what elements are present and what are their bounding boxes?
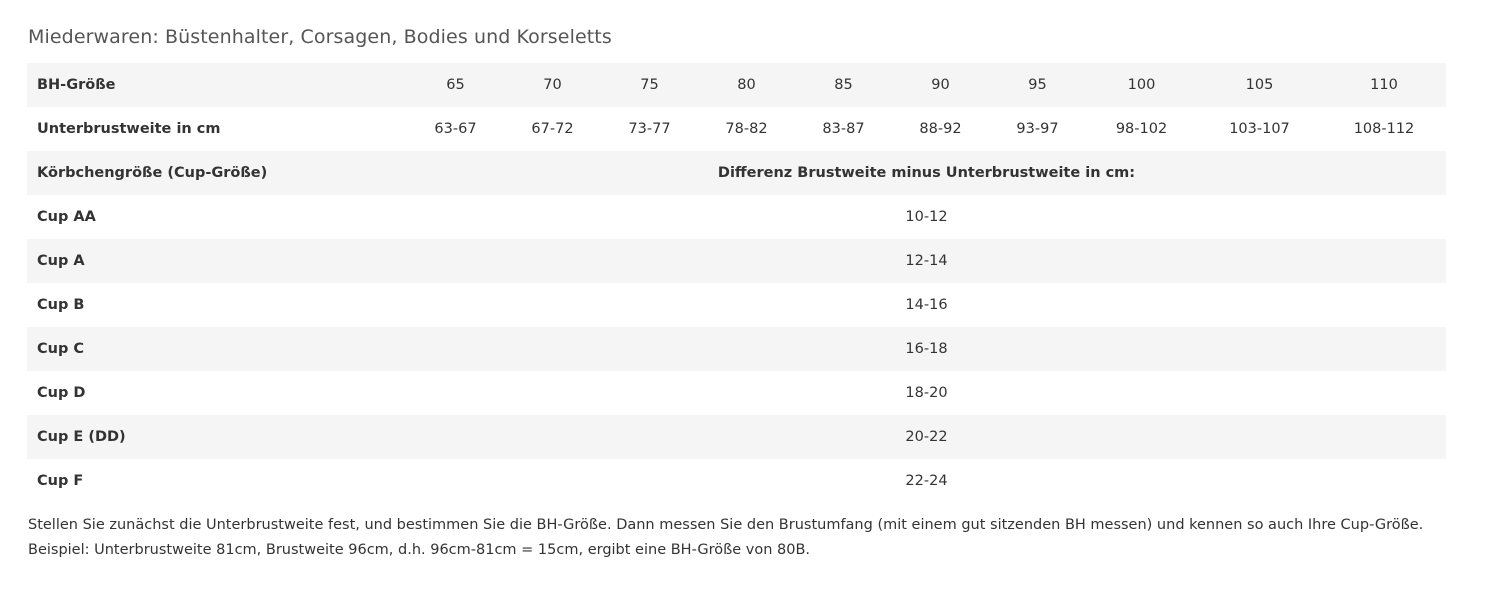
table-cell: 12-14 <box>407 239 1446 283</box>
table-row-cup: Cup B 14-16 <box>27 283 1446 327</box>
table-row-cup: Cup E (DD) 20-22 <box>27 415 1446 459</box>
table-row-underbust: Unterbrustweite in cm 63-67 67-72 73-77 … <box>27 107 1446 151</box>
instruction-text: Stellen Sie zunächst die Unterbrustweite… <box>28 517 1424 533</box>
cup-header-value: Differenz Brustweite minus Unterbrustwei… <box>407 151 1446 195</box>
table-row-cup: Cup A 12-14 <box>27 239 1446 283</box>
row-label: Cup AA <box>37 209 96 225</box>
table-cell: 10-12 <box>905 209 948 225</box>
table-cell: 103-107 <box>1229 121 1290 137</box>
table-cell: 14-16 <box>905 297 948 313</box>
table-row-cup: Cup C 16-18 <box>27 327 1446 371</box>
table-cell: 90 <box>892 63 989 107</box>
table-cell: 95 <box>989 63 1086 107</box>
table-row-cup: Cup F 22-24 <box>27 459 1446 503</box>
table-cell: 20-22 <box>407 415 1446 459</box>
table-cell: 110 <box>1322 63 1446 107</box>
table-cell: 108-112 <box>1353 121 1415 137</box>
table-cell: 78-82 <box>725 121 768 137</box>
row-label: Cup E (DD) <box>27 415 407 459</box>
table-cell: 85 <box>795 63 892 107</box>
table-cell: 67-72 <box>531 121 574 137</box>
row-label: Cup A <box>27 239 407 283</box>
table-row-cup: Cup D 18-20 <box>27 371 1446 415</box>
table-cell: 105 <box>1197 63 1322 107</box>
table-cell: 88-92 <box>919 121 962 137</box>
row-label: Cup C <box>27 327 407 371</box>
row-label: Cup B <box>37 297 85 313</box>
table-cell: 63-67 <box>434 121 477 137</box>
table-cell: 83-87 <box>822 121 865 137</box>
row-label: BH-Größe <box>27 63 407 107</box>
table-row-cup: Cup AA 10-12 <box>27 195 1446 239</box>
table-row-bh-size: BH-Größe 65 70 75 80 85 90 95 100 105 11… <box>27 63 1446 107</box>
table-cell: 70 <box>504 63 601 107</box>
table-cell: 93-97 <box>1016 121 1059 137</box>
table-cell: 80 <box>698 63 795 107</box>
table-cell: 16-18 <box>407 327 1446 371</box>
row-label: Körbchengröße (Cup-Größe) <box>27 151 407 195</box>
example-text: Beispiel: Unterbrustweite 81cm, Brustwei… <box>28 542 811 558</box>
table-cell: 22-24 <box>905 473 948 489</box>
table-cell: 73-77 <box>628 121 671 137</box>
table-cell: 75 <box>601 63 698 107</box>
table-row-cup-header: Körbchengröße (Cup-Größe) Differenz Brus… <box>27 151 1446 195</box>
row-label: Cup F <box>37 473 84 489</box>
row-label: Cup D <box>37 385 86 401</box>
table-cell: 100 <box>1086 63 1197 107</box>
table-cell: 18-20 <box>905 385 948 401</box>
row-label: Unterbrustweite in cm <box>37 121 221 137</box>
table-cell: 98-102 <box>1115 121 1168 137</box>
table-cell: 65 <box>407 63 504 107</box>
size-table: BH-Größe 65 70 75 80 85 90 95 100 105 11… <box>27 63 1446 503</box>
page-title: Miederwaren: Büstenhalter, Corsagen, Bod… <box>28 26 612 48</box>
